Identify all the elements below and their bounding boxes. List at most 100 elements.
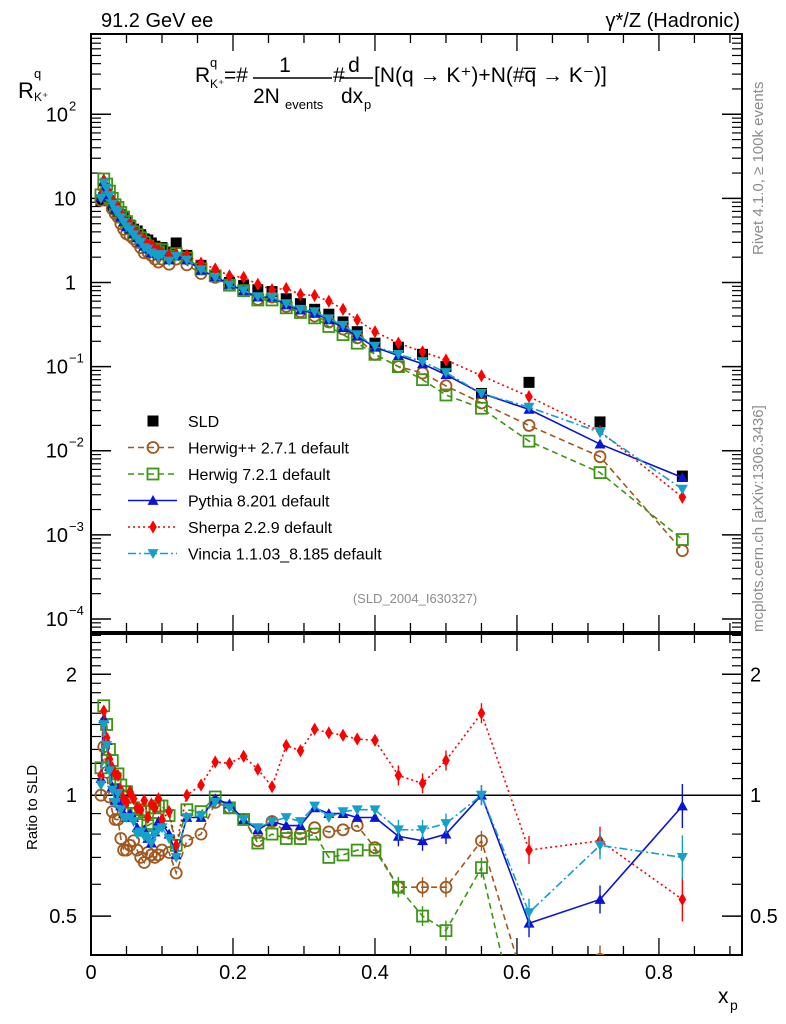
ratio-data-point <box>165 805 173 819</box>
ratio-data-point <box>392 825 404 836</box>
ratio-y-axis-title: Ratio to SLD <box>24 765 41 850</box>
ratio-data-point <box>182 788 191 802</box>
data-point <box>280 293 292 305</box>
ratio-data-point <box>238 815 250 825</box>
legend-label: Sherpa 2.2.9 default <box>188 520 333 537</box>
series-line <box>100 176 683 541</box>
data-point <box>253 277 262 291</box>
ratio-data-point <box>282 738 291 753</box>
main-data <box>94 172 689 557</box>
main-y-tick-label: 10 <box>46 525 68 547</box>
ratio-data-point <box>253 762 262 776</box>
data-point <box>296 287 305 302</box>
ratio-data-point <box>442 753 450 768</box>
ratio-data-point <box>594 893 606 904</box>
data-point <box>416 373 429 387</box>
data-point <box>294 304 306 315</box>
ratio-series-line <box>100 746 517 955</box>
ratio-y-tick-label: 0.5 <box>49 906 77 928</box>
legend-label: Herwig++ 2.7.1 default <box>188 441 350 458</box>
ratio-data-point <box>676 800 688 811</box>
formula-hash: # <box>333 64 345 87</box>
legend: SLD Herwig++ 2.7.1 default Herwig 7.2.1 de… <box>128 414 382 564</box>
ratio-data-point <box>524 994 535 1005</box>
data-point <box>417 357 429 368</box>
data-point <box>391 360 405 374</box>
ratio-data-point <box>140 793 149 808</box>
ratio-data-point <box>280 813 292 823</box>
ratio-data-point <box>101 741 113 751</box>
ratio-data-point <box>109 797 121 808</box>
data-point <box>675 544 689 557</box>
ratio-series-line <box>100 710 683 901</box>
ratio-data-point <box>678 892 687 907</box>
data-point <box>675 533 689 546</box>
ratio-data-point <box>280 820 292 831</box>
legend-label: SLD <box>188 414 219 431</box>
ratio-data-point <box>475 790 487 801</box>
ratio-data-point <box>251 836 265 850</box>
series-sherpa <box>97 173 687 504</box>
series-herwig- <box>94 181 689 557</box>
ratio-data-point <box>676 853 688 863</box>
series-sld <box>95 192 688 482</box>
data-point <box>475 389 487 399</box>
legend-label: Herwig 7.2.1 default <box>188 467 331 484</box>
series-vincia <box>95 178 688 495</box>
data-point <box>324 294 333 308</box>
ratio-data-point <box>169 866 183 880</box>
ratio-data-point <box>114 768 122 783</box>
data-point <box>95 193 107 204</box>
ratio-data-point <box>417 835 429 846</box>
ratio-data-point <box>391 880 405 894</box>
data-point <box>394 336 403 350</box>
ratio-data-point <box>122 795 131 809</box>
data-point <box>238 286 250 297</box>
ratio-data-point <box>136 803 145 817</box>
rivet-label: Rivet 4.1.0, ≥ 100k events <box>750 82 767 255</box>
legend-item: Pythia 8.201 default <box>128 494 330 511</box>
ratio-data-point <box>151 801 159 815</box>
data-point <box>170 251 182 262</box>
legend-label: Vincia 1.1.03_8.185 default <box>188 547 382 564</box>
ratio-y-tick-label-right: 0.5 <box>750 906 778 928</box>
ratio-data-point <box>195 811 207 822</box>
ratio-data-point <box>336 848 350 862</box>
ratio-data-point <box>416 880 429 894</box>
data-point <box>282 281 291 296</box>
ratio-data-point <box>97 768 105 783</box>
ratio-data-point <box>439 880 453 894</box>
ratio-data-point <box>339 728 347 742</box>
formula-frac2-den: dx <box>341 85 364 108</box>
data-point <box>477 369 486 383</box>
data-point <box>280 299 292 310</box>
data-point <box>294 298 306 310</box>
formula-R: R <box>195 64 210 87</box>
legend-marker <box>149 520 157 534</box>
ratio-series-herwig- <box>94 740 605 1005</box>
ratio-data-point <box>223 803 235 814</box>
data-point <box>156 250 168 261</box>
ratio-data-point <box>112 789 124 799</box>
ratio-data-point <box>103 766 115 777</box>
ratio-data-point <box>394 768 403 783</box>
data-point <box>209 272 221 283</box>
ratio-data-point <box>265 827 279 841</box>
ratio-data-point <box>145 838 157 849</box>
ratio-data-point <box>172 838 181 852</box>
data-point <box>353 313 362 327</box>
ratio-data-point <box>294 832 307 845</box>
legend-marker <box>146 467 160 481</box>
data-point <box>418 345 427 359</box>
main-y-tick-label-exp: −2 <box>69 435 84 450</box>
legend-label: Pythia 8.201 default <box>188 494 330 511</box>
ratio-data-point <box>351 811 363 822</box>
data-point <box>252 292 264 303</box>
ratio-data-point <box>324 726 333 740</box>
data-point <box>440 368 452 379</box>
formula-R-sup: q <box>210 55 217 70</box>
mcplots-label: mcplots.cern.ch [arXiv:1306.3436] <box>750 405 767 632</box>
formula-eq: =# <box>224 64 248 87</box>
data-point <box>594 438 606 449</box>
